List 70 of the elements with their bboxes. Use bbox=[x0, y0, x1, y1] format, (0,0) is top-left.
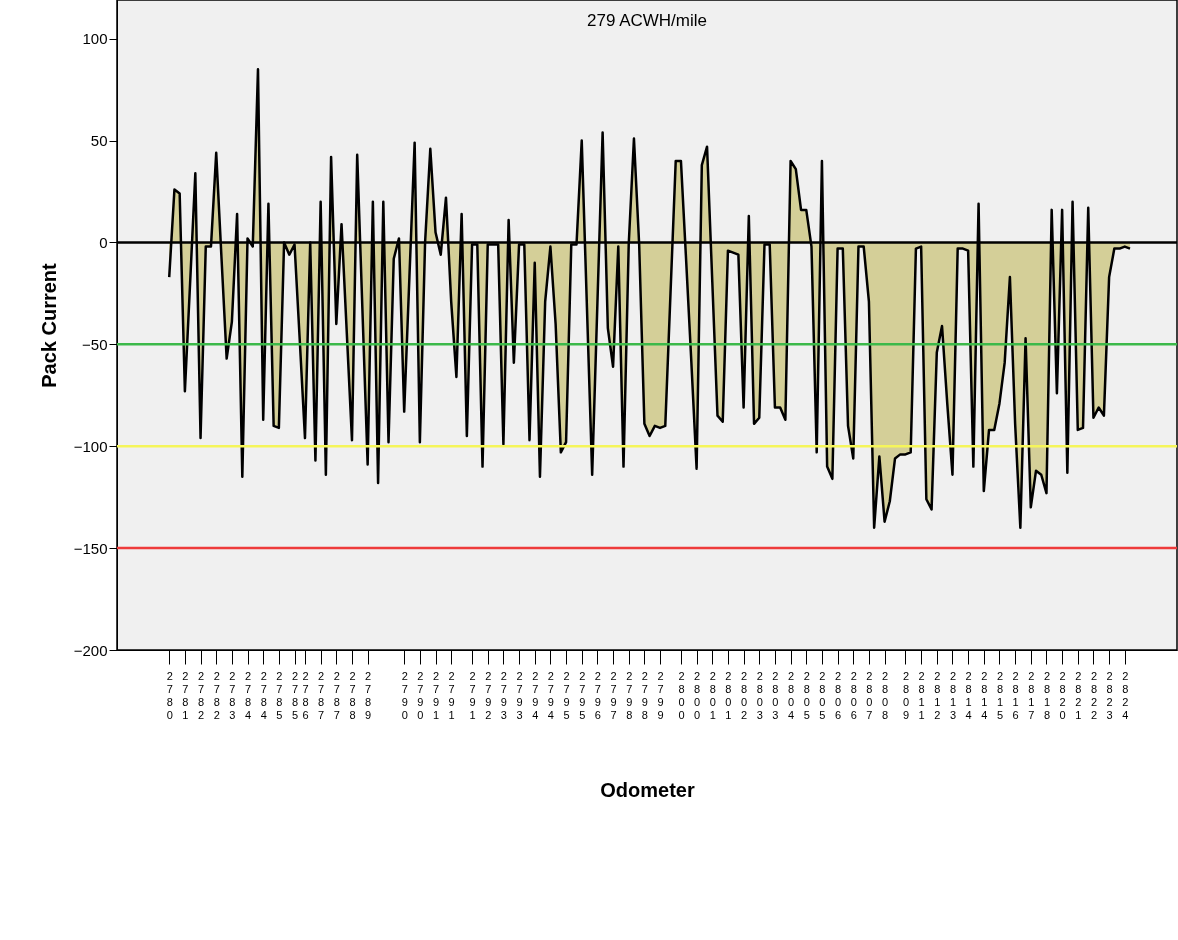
x-tick-label: 2800 bbox=[694, 669, 701, 721]
x-tick-label: 2780 bbox=[166, 669, 173, 721]
x-tick-label: 2790 bbox=[401, 669, 408, 721]
x-tick-label: 2787 bbox=[333, 669, 340, 721]
x-tick-label: 2784 bbox=[244, 669, 252, 721]
x-tick-label: 2793 bbox=[500, 669, 507, 721]
x-tick-label: 2801 bbox=[725, 669, 732, 721]
x-tick-label: 2806 bbox=[835, 669, 842, 721]
x-tick-label: 2818 bbox=[1043, 669, 1051, 721]
x-tick-label: 2821 bbox=[1075, 669, 1082, 721]
x-tick-label: 2788 bbox=[349, 669, 356, 721]
x-tick-label: 2794 bbox=[547, 669, 554, 721]
x-tick-label: 2805 bbox=[819, 669, 826, 721]
x-tick-label: 2791 bbox=[469, 669, 476, 721]
x-tick-label: 2802 bbox=[741, 669, 748, 721]
y-axis-title: Pack Current bbox=[37, 262, 60, 388]
x-tick-label: 2795 bbox=[579, 669, 586, 721]
x-tick-label: 2812 bbox=[934, 669, 941, 721]
x-tick-label: 2814 bbox=[981, 669, 988, 721]
x-tick-label: 2823 bbox=[1106, 669, 1113, 721]
x-tick-label: 2803 bbox=[772, 669, 779, 721]
x-tick-label: 2820 bbox=[1059, 669, 1066, 721]
x-tick-label: 2785 bbox=[276, 669, 283, 721]
x-tick-label: 2808 bbox=[882, 669, 889, 721]
x-tick-label: 2791 bbox=[448, 669, 455, 721]
x-axis-title: Odometer bbox=[600, 778, 695, 801]
x-tick-label: 2783 bbox=[229, 669, 236, 721]
x-tick-label: 2807 bbox=[866, 669, 873, 721]
y-tick-label: 50 bbox=[90, 132, 108, 150]
x-tick-label: 2799 bbox=[657, 669, 664, 721]
x-tick-label: 2785 bbox=[291, 669, 299, 721]
x-tick-label: 2816 bbox=[1012, 669, 1019, 721]
x-tick-label: 2784 bbox=[260, 669, 267, 721]
x-tick-label: 2800 bbox=[678, 669, 685, 721]
y-tick-label: −150 bbox=[73, 539, 108, 557]
x-tick-label: 2790 bbox=[417, 669, 424, 721]
x-tick-label: 2787 bbox=[318, 669, 325, 721]
x-tick-label: 2794 bbox=[532, 669, 539, 721]
x-tick-label: 2795 bbox=[563, 669, 570, 721]
x-tick-label: 2822 bbox=[1090, 669, 1098, 721]
x-tick-label: 2798 bbox=[626, 669, 633, 721]
x-tick-label: 2793 bbox=[516, 669, 523, 721]
x-tick-label: 2798 bbox=[641, 669, 648, 721]
x-tick-label: 2806 bbox=[850, 669, 857, 721]
x-tick-label: 2782 bbox=[197, 669, 205, 721]
x-tick-label: 2815 bbox=[996, 669, 1004, 721]
x-tick-label: 2809 bbox=[902, 669, 910, 721]
y-tick-label: 100 bbox=[82, 30, 108, 48]
y-tick-label: −100 bbox=[73, 437, 108, 455]
text: 279 ACWH/mile bbox=[587, 11, 707, 30]
y-tick-label: −50 bbox=[82, 335, 108, 353]
x-tick-label: 2801 bbox=[709, 669, 716, 721]
y-tick-label: −200 bbox=[73, 641, 108, 659]
x-tick-label: 2786 bbox=[302, 669, 309, 721]
x-tick-label: 2817 bbox=[1028, 669, 1035, 721]
x-tick-label: 2789 bbox=[365, 669, 372, 721]
x-tick-label: 2811 bbox=[918, 669, 925, 721]
x-tick-label: 2804 bbox=[788, 669, 795, 721]
x-tick-label: 2781 bbox=[182, 669, 189, 721]
x-tick-label: 2797 bbox=[610, 669, 617, 721]
x-tick-label: 2791 bbox=[432, 669, 440, 721]
x-tick-label: 2792 bbox=[485, 669, 492, 721]
x-tick-label: 2805 bbox=[803, 669, 810, 721]
y-tick-label: 0 bbox=[99, 233, 108, 251]
x-tick-label: 2782 bbox=[213, 669, 220, 721]
x-tick-label: 2813 bbox=[949, 669, 957, 721]
x-tick-label: 2814 bbox=[965, 669, 972, 721]
x-tick-label: 2803 bbox=[756, 669, 763, 721]
x-tick-label: 2824 bbox=[1122, 669, 1129, 721]
x-tick-label: 2796 bbox=[594, 669, 601, 721]
